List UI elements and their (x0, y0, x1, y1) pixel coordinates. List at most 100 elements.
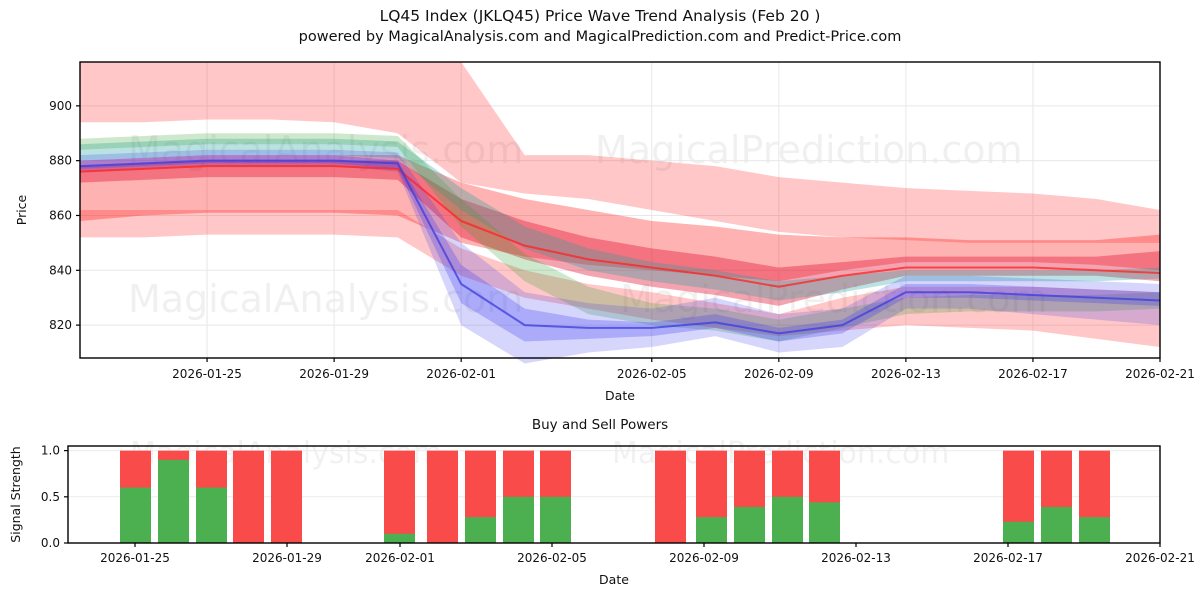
bar-x-axis-label: Date (599, 572, 629, 587)
bar-xtick-label: 2026-02-09 (669, 551, 739, 565)
xtick-label: 2026-01-29 (299, 367, 369, 381)
bar-sell-segment (271, 450, 302, 543)
bar-xtick-label: 2026-02-05 (517, 551, 587, 565)
y-axis-label: Price (14, 194, 29, 225)
price-wave-chart: MagicalAnalysis.com MagicalPrediction.com… (14, 61, 1195, 403)
bar-buy-segment (1003, 521, 1034, 543)
bar-sell-segment (540, 450, 571, 543)
bar-group (158, 450, 189, 543)
bar-sell-segment (384, 450, 415, 543)
bar-group (655, 450, 686, 543)
bar-xtick-label: 2026-02-17 (973, 551, 1043, 565)
bar-sell-segment (158, 450, 189, 543)
bar-xtick-label: 2026-02-21 (1125, 551, 1195, 565)
xtick-label: 2026-01-25 (172, 367, 242, 381)
page-title: LQ45 Index (JKLQ45) Price Wave Trend Ana… (379, 7, 821, 25)
xtick-label: 2026-02-13 (871, 367, 941, 381)
buy-sell-title: Buy and Sell Powers (531, 417, 669, 433)
bar-plot-background (68, 446, 1160, 543)
bar-sell-segment (1041, 450, 1072, 543)
bar-sell-segment (1003, 450, 1034, 543)
xtick-label: 2026-02-17 (998, 367, 1068, 381)
page-subtitle: powered by MagicalAnalysis.com and Magic… (298, 29, 902, 45)
bar-group (465, 450, 496, 543)
xtick-label: 2026-02-21 (1125, 367, 1195, 381)
bar-sell-segment (196, 450, 227, 543)
bar-buy-segment (465, 517, 496, 543)
bar-group (427, 450, 458, 543)
watermark-right-top: MagicalPrediction.com (595, 128, 1023, 172)
ytick-label: 840 (49, 263, 72, 277)
bar-sell-segment (655, 450, 686, 543)
bar-buy-segment (696, 517, 727, 543)
watermark-left-top: MagicalAnalysis.com (128, 128, 523, 172)
plot-frame (79, 61, 1161, 359)
bar-group (196, 450, 227, 543)
bar-group (1003, 450, 1034, 543)
band-red-mid-upper (80, 155, 1160, 282)
bar-group (734, 450, 765, 543)
watermark-left-bottom: MagicalAnalysis.com (128, 277, 523, 321)
bar-group (233, 450, 264, 543)
xtick-label: 2026-02-09 (744, 367, 814, 381)
band-blue-inner (80, 155, 1160, 342)
bar-sell-segment (696, 450, 727, 543)
bar-ytick-label: 0.5 (41, 490, 60, 504)
bar-xtick-label: 2026-01-29 (252, 551, 322, 565)
bar-sell-segment (120, 450, 151, 543)
xtick-label: 2026-02-05 (617, 367, 687, 381)
bar-buy-segment (1079, 517, 1110, 543)
xtick-label: 2026-02-01 (426, 367, 496, 381)
bar-buy-segment (158, 459, 189, 543)
bar-group (696, 450, 727, 543)
bar-group (1041, 450, 1072, 543)
bar-sell-segment (233, 450, 264, 543)
ytick-label: 900 (49, 99, 72, 113)
band-red-outer-lower (80, 210, 1160, 348)
x-axis-label: Date (605, 388, 635, 403)
line-red-trend-line (79, 165, 1161, 288)
band-teal-band (80, 138, 1160, 301)
bar-plot-frame (67, 445, 1161, 544)
bar-group (503, 450, 534, 543)
line-blue-trend-line (79, 159, 1161, 335)
band-red-outer-upper (80, 62, 1160, 243)
title-block: LQ45 Index (JKLQ45) Price Wave Trend Ana… (0, 6, 1200, 47)
bar-buy-segment (772, 496, 803, 543)
bar-buy-segment (196, 487, 227, 543)
bar-group (809, 450, 840, 543)
plot-background (80, 62, 1160, 358)
bar-group (271, 450, 302, 543)
bar-sell-segment (465, 450, 496, 543)
bar-group (120, 450, 151, 543)
watermark-right-bars: MagicalPrediction.com (612, 436, 950, 471)
bar-sell-segment (427, 450, 458, 543)
bar-sell-segment (772, 450, 803, 543)
bar-group (384, 450, 415, 543)
bar-ytick-label: 0.0 (41, 536, 60, 550)
bar-buy-segment (1041, 506, 1072, 543)
ytick-label: 860 (49, 208, 72, 222)
bar-buy-segment (540, 496, 571, 543)
band-blue-outer (80, 149, 1160, 364)
watermark-left-bars: MagicalAnalysis.com (130, 436, 442, 471)
bar-buy-segment (503, 496, 534, 543)
band-green-band (80, 133, 1160, 342)
bar-group (1079, 450, 1110, 543)
bar-buy-segment (809, 502, 840, 543)
ytick-label: 820 (49, 318, 72, 332)
bar-xtick-label: 2026-02-01 (365, 551, 435, 565)
bar-buy-segment (384, 533, 415, 543)
bar-buy-segment (120, 487, 151, 543)
watermark-right-bottom: MagicalPrediction.com (620, 277, 1048, 321)
bar-y-axis-label: Signal Strength (8, 446, 23, 542)
bar-group (772, 450, 803, 543)
bar-sell-segment (809, 450, 840, 543)
bar-sell-segment (1079, 450, 1110, 543)
bar-ytick-label: 1.0 (41, 444, 60, 458)
bar-group (540, 450, 571, 543)
bar-xtick-label: 2026-02-13 (821, 551, 891, 565)
bar-buy-segment (734, 506, 765, 543)
bar-sell-segment (734, 450, 765, 543)
